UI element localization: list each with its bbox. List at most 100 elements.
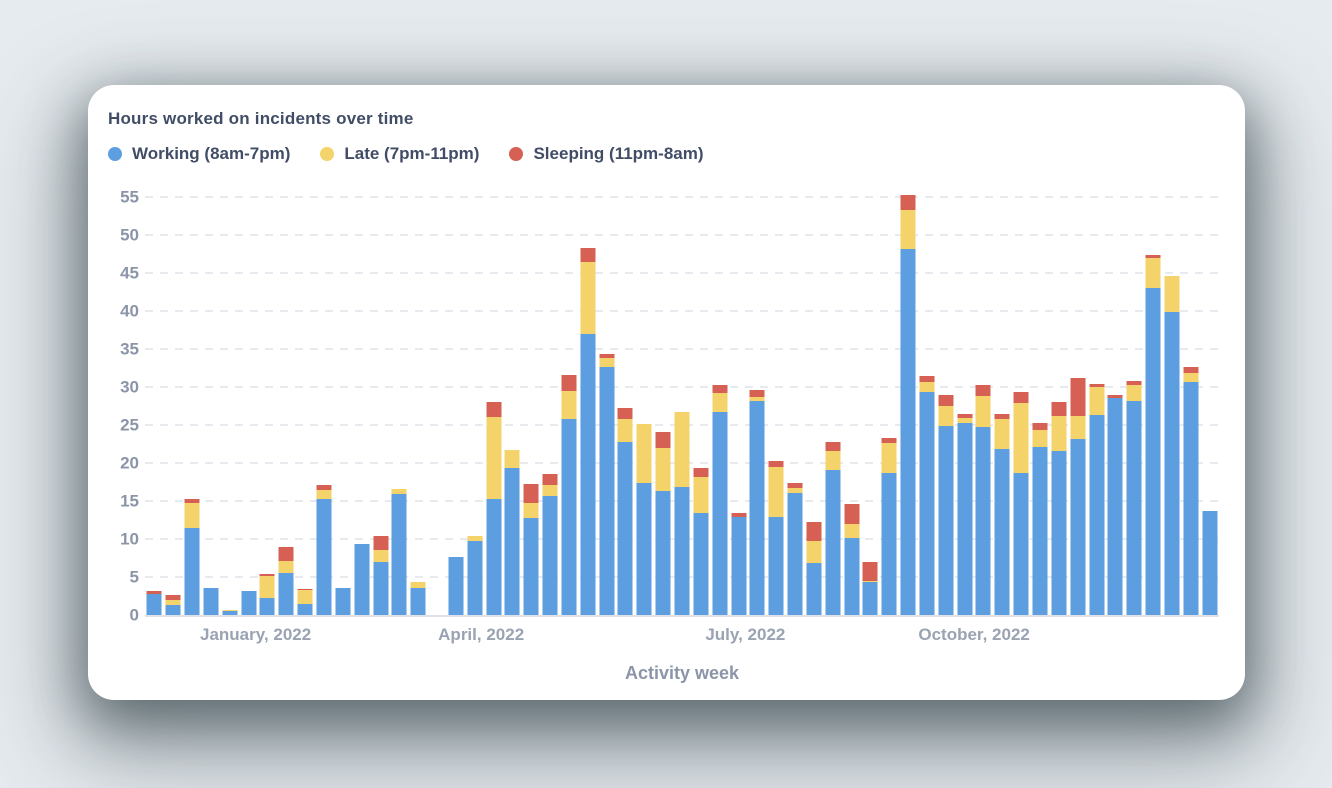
bar-segment (373, 549, 389, 562)
y-tick-label: 10 (120, 529, 139, 549)
y-axis: 0 5 10 15 20 25 30 35 40 45 50 55 (107, 187, 145, 623)
legend-label: Working (8am-7pm) (132, 144, 291, 163)
bar-segment (278, 561, 294, 574)
stacked-bar-week-41 (900, 195, 916, 615)
bar-segment (938, 405, 954, 426)
y-tick-label: 40 (120, 301, 139, 321)
stacked-bar-week-39 (862, 561, 878, 615)
bar-segment (165, 605, 181, 615)
bar-segment (1070, 377, 1086, 416)
bar-segment (373, 535, 389, 550)
stacked-bar-week-42 (919, 376, 935, 615)
stacked-bar-week-25 (599, 354, 615, 615)
stacked-bar-week-21 (523, 483, 539, 615)
bar-segment (580, 247, 596, 262)
bar-segment (486, 402, 502, 418)
bar-segment (297, 589, 313, 604)
bar-segment (655, 431, 671, 448)
bar-segment (1145, 288, 1161, 615)
bar-segment (184, 499, 200, 504)
chart-area: 0 5 10 15 20 25 30 35 40 45 50 55 January, 2022 Apri… (107, 178, 1219, 651)
bar-segment (919, 382, 935, 392)
bar-segment (768, 466, 784, 517)
bar-segment (768, 516, 784, 615)
stacked-bar-week-14 (391, 488, 407, 615)
bar-segment (1032, 447, 1048, 615)
bar-segment (731, 516, 747, 615)
stacked-bar-week-29 (674, 412, 690, 615)
x-month-label: July, 2022 (705, 625, 786, 644)
chart-legend: Working (8am-7pm) Late (7pm-11pm) Sleeping… (107, 144, 1219, 164)
stacked-bar-week-48 (1032, 423, 1048, 615)
bar-segment (278, 573, 294, 615)
bar-segment (938, 425, 954, 615)
stacked-bar-week-11 (335, 588, 351, 615)
bar-segment (655, 447, 671, 492)
bar-segment (504, 450, 520, 468)
y-tick-label: 45 (120, 263, 139, 283)
stacked-bar-week-52 (1107, 394, 1123, 615)
stacked-bar-week-54 (1145, 254, 1161, 615)
stacked-bar-week-30 (693, 468, 709, 615)
bar-segment (975, 396, 991, 428)
stacked-bar-week-40 (881, 437, 897, 615)
bar-segment (278, 547, 294, 562)
bar-segment (693, 513, 709, 615)
bar-segment (1183, 382, 1199, 615)
bar-segment (1145, 254, 1161, 259)
bar-segment (900, 195, 916, 210)
stacked-bar-week-15 (410, 581, 426, 615)
bar-segment (391, 488, 407, 495)
y-tick-label: 35 (120, 339, 139, 359)
bar-segment (316, 485, 332, 490)
stacked-bar-week-20 (504, 450, 520, 615)
stacked-bar-week-56 (1183, 367, 1199, 615)
bar-segment (523, 483, 539, 504)
stacked-bar-week-37 (825, 441, 841, 615)
bar-segment (523, 503, 539, 518)
legend-item[interactable]: Late (7pm-11pm) (320, 144, 479, 164)
stacked-bar-week-31 (712, 385, 728, 615)
y-tick-label: 15 (120, 491, 139, 511)
stacked-bar-week-8 (278, 547, 294, 615)
bar-segment (486, 417, 502, 500)
bar-segment (862, 561, 878, 581)
bar-segment (787, 492, 803, 615)
bar-segment (1013, 402, 1029, 473)
y-tick-label: 25 (120, 415, 139, 435)
bar-segment (749, 396, 765, 401)
bar-segment (599, 358, 615, 368)
bar-segment (259, 597, 275, 615)
bar-segment (806, 562, 822, 615)
bar-segment (617, 441, 633, 615)
bar-segment (617, 418, 633, 442)
stacked-bar-week-26 (617, 408, 633, 615)
legend-item[interactable]: Sleeping (11pm-8am) (509, 144, 704, 164)
stacked-bar-week-47 (1013, 391, 1029, 615)
bar-segment (731, 513, 747, 517)
stacked-bar-week-23 (561, 374, 577, 615)
bar-segment (165, 595, 181, 600)
bar-segment (674, 412, 690, 487)
y-tick-label: 30 (120, 377, 139, 397)
bar-segment (975, 427, 991, 615)
legend-item[interactable]: Working (8am-7pm) (108, 144, 290, 164)
bar-segment (1089, 386, 1105, 416)
bar-segment (806, 522, 822, 542)
bar-segment (844, 523, 860, 539)
y-tick-label: 20 (120, 453, 139, 473)
stacked-bar-week-6 (241, 590, 257, 615)
bar-segment (146, 591, 162, 594)
x-axis-labels: January, 2022 April, 2022 July, 2022 Octobe… (145, 625, 1219, 651)
y-tick-label: 55 (120, 187, 139, 207)
bar-segment (504, 467, 520, 615)
bar-segment (1107, 397, 1123, 615)
stacked-bar-week-7 (259, 573, 275, 615)
stacked-bar-week-35 (787, 482, 803, 615)
stacked-bar-week-44 (957, 413, 973, 615)
bar-segment (1145, 258, 1161, 289)
bar-segment (580, 261, 596, 334)
bar-segment (1126, 380, 1142, 386)
bar-segment (957, 418, 973, 423)
bar-segment (994, 448, 1010, 615)
